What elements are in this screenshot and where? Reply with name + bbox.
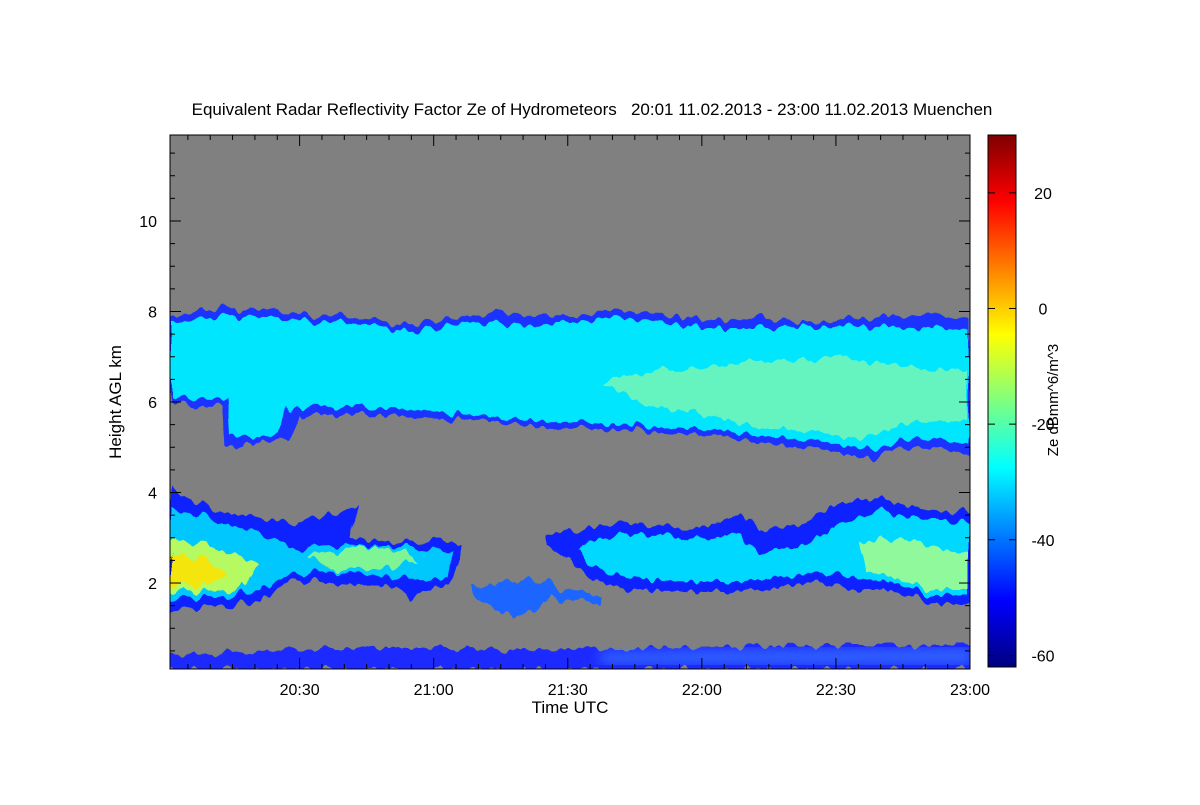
x-axis-ticks: 20:30 21:00 21:30 22:00 22:30 23:00 (187, 135, 990, 699)
x-tick-label: 22:30 (816, 682, 856, 699)
lower-cloud-left-tail-core (310, 548, 420, 570)
y-tick-label: 4 (148, 486, 157, 503)
lower-cloud-right-inner (575, 510, 968, 596)
x-axis-label: Time UTC (532, 698, 609, 717)
y-tick-label: 10 (139, 214, 157, 231)
y-tick-label: 2 (148, 576, 157, 593)
x-tick-label: 23:00 (950, 682, 990, 699)
clutter-band-highlight (600, 648, 970, 664)
near-surface-clutter (170, 644, 970, 669)
upper-cloud-core (600, 358, 968, 440)
x-tick-label: 20:30 (280, 682, 320, 699)
lower-cloud-layer (170, 490, 970, 616)
plot-area (170, 135, 970, 669)
y-tick-label: 8 (148, 304, 157, 321)
lower-cloud-right-core (860, 536, 968, 590)
colorbar-tick-label: 0 (1039, 301, 1048, 318)
colorbar-tick-label: -20 (1031, 417, 1054, 434)
x-tick-label: 21:30 (548, 682, 588, 699)
y-axis-label: Height AGL km (106, 345, 125, 459)
lower-cloud-left-hotspot (172, 555, 228, 586)
colorbar-label: Ze dBmm^6/m^3 (1045, 344, 1062, 456)
lower-cloud-middle (472, 580, 600, 616)
chart-title: Equivalent Radar Reflectivity Factor Ze … (192, 100, 993, 119)
colorbar-tick-label: -60 (1031, 648, 1054, 665)
y-tick-label: 6 (148, 395, 157, 412)
colorbar-tick-label: -40 (1031, 533, 1054, 550)
x-tick-label: 22:00 (682, 682, 722, 699)
colorbar (987, 134, 1017, 668)
y-axis-ticks: 2 4 6 8 10 (139, 152, 970, 652)
colorbar-ticks: -60 -40 -20 0 20 (988, 186, 1055, 665)
colorbar-tick-label: 20 (1034, 186, 1052, 203)
x-tick-label: 21:00 (414, 682, 454, 699)
upper-cloud-layer (170, 308, 970, 462)
